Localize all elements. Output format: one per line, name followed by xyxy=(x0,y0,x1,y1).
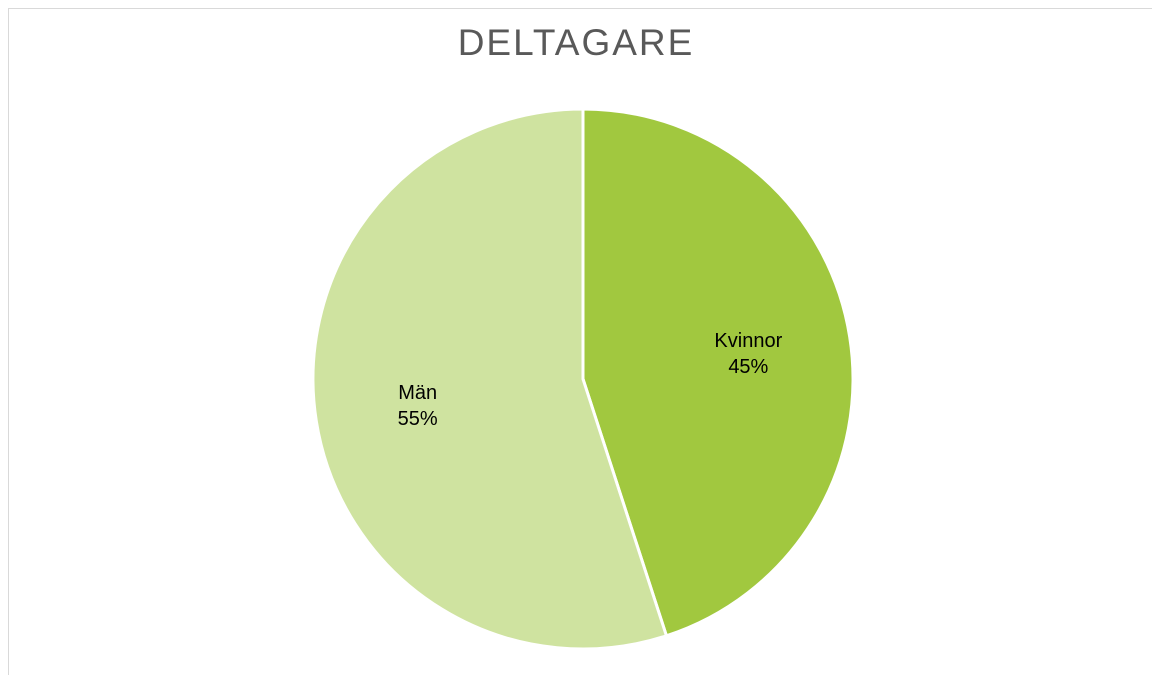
slice-category-label: Män xyxy=(398,382,437,404)
slice-percent-label: 45% xyxy=(728,356,768,378)
pie-slice-kvinnor xyxy=(581,107,855,638)
pie-labels: Kvinnor 45% Män 55% xyxy=(398,330,783,430)
slice-category-label: Kvinnor xyxy=(714,330,782,352)
pie-slice-män xyxy=(311,107,669,651)
pie-slices xyxy=(311,107,855,651)
slice-percent-label: 55% xyxy=(398,408,438,430)
chart-title: DELTAGARE xyxy=(457,22,695,63)
